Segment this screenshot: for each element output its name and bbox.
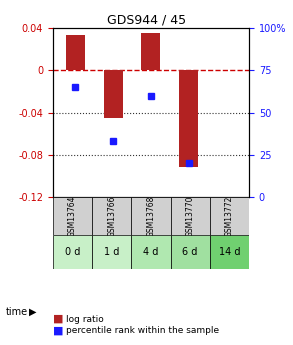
Text: percentile rank within the sample: percentile rank within the sample [66, 326, 219, 335]
Text: GSM13772: GSM13772 [225, 196, 234, 237]
Text: GSM13764: GSM13764 [68, 196, 77, 237]
Text: GDS944 / 45: GDS944 / 45 [107, 14, 186, 27]
FancyBboxPatch shape [171, 197, 210, 235]
Text: 4 d: 4 d [143, 247, 159, 257]
FancyBboxPatch shape [131, 197, 171, 235]
Text: 14 d: 14 d [219, 247, 240, 257]
FancyBboxPatch shape [131, 235, 171, 269]
Text: GSM13768: GSM13768 [146, 196, 155, 237]
Bar [104, 70, 122, 118]
Text: GSM13766: GSM13766 [107, 196, 116, 237]
FancyBboxPatch shape [92, 197, 131, 235]
Bar [142, 33, 160, 70]
FancyBboxPatch shape [171, 235, 210, 269]
FancyBboxPatch shape [53, 197, 92, 235]
FancyBboxPatch shape [92, 235, 131, 269]
Text: ■: ■ [53, 314, 63, 324]
FancyBboxPatch shape [210, 235, 249, 269]
Text: log ratio: log ratio [66, 315, 104, 324]
Text: 0 d: 0 d [65, 247, 80, 257]
Text: time: time [6, 307, 28, 317]
Bar [66, 35, 85, 70]
FancyBboxPatch shape [53, 235, 92, 269]
Bar [179, 70, 198, 167]
FancyBboxPatch shape [210, 197, 249, 235]
Text: GSM13770: GSM13770 [186, 196, 195, 237]
Text: ▶: ▶ [29, 307, 37, 317]
Text: ■: ■ [53, 326, 63, 335]
Text: 6 d: 6 d [183, 247, 198, 257]
Text: 1 d: 1 d [104, 247, 119, 257]
